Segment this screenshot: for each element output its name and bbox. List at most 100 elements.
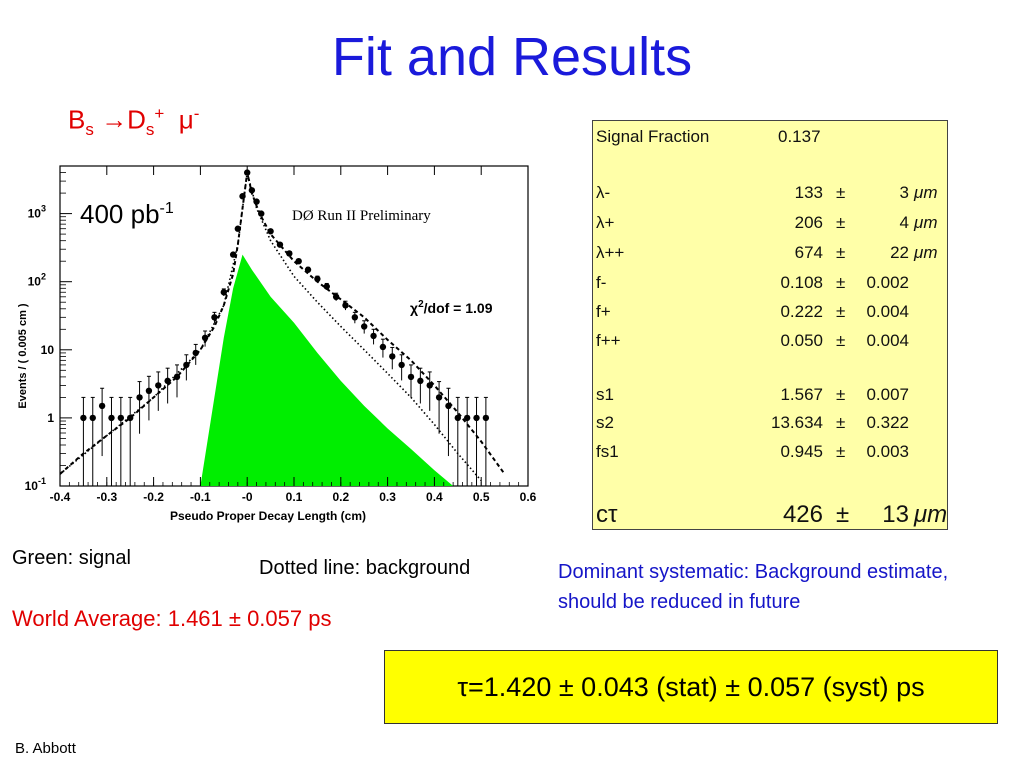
x-tick-label: 0.2 xyxy=(332,490,349,504)
data-point xyxy=(211,314,218,321)
x-tick-label: 0.5 xyxy=(473,490,490,504)
data-point xyxy=(370,332,377,340)
data-point xyxy=(351,314,359,321)
decay-mu: μ xyxy=(178,104,194,135)
data-point xyxy=(192,349,199,357)
fit-param-value: 1.567 xyxy=(780,385,823,404)
data-point xyxy=(435,394,443,401)
fit-param-name: f++ xyxy=(596,331,621,350)
data-point xyxy=(136,394,143,401)
fit-param-error: 0.322 xyxy=(866,413,909,432)
data-point xyxy=(220,289,227,296)
lumi-annotation: 400 pb-1 xyxy=(80,199,174,229)
data-points-layer xyxy=(80,169,490,486)
fit-param-row: λ+ 206 ±4 μm xyxy=(593,213,947,237)
data-point xyxy=(332,293,340,301)
fit-param-name: λ- xyxy=(596,183,611,202)
data-point xyxy=(253,198,260,205)
fit-param-name: s1 xyxy=(596,385,614,404)
data-point xyxy=(183,361,190,369)
fit-param-unit: μm xyxy=(914,243,938,262)
fit-param-error: 0.002 xyxy=(866,273,909,292)
fit-param-value: 13.634 xyxy=(771,413,823,432)
experiment-label: DØ Run II Preliminary xyxy=(292,208,431,224)
data-point xyxy=(454,414,461,422)
data-point xyxy=(417,377,424,385)
data-point xyxy=(145,387,153,395)
dotted-background-note: Dotted line: background xyxy=(259,557,471,579)
data-point xyxy=(361,323,368,330)
fit-param-value: 0.222 xyxy=(780,302,823,321)
green-signal-note: Green: signal xyxy=(12,547,131,569)
fit-param-name: f+ xyxy=(596,302,611,321)
decay-channel-label: Bs →Ds+ μ- xyxy=(68,104,199,140)
fit-param-plusminus: ± xyxy=(836,243,846,262)
data-point xyxy=(398,361,405,369)
fit-param-unit: μm xyxy=(914,501,948,528)
fit-param-name: λ+ xyxy=(596,213,615,232)
fit-param-value: 674 xyxy=(794,243,823,262)
fit-param-plusminus: ± xyxy=(836,302,846,321)
fit-param-row: λ- 133 ±3 μm xyxy=(593,183,947,207)
data-point xyxy=(229,251,237,258)
fit-param-row: s1 1.567 ±0.007 xyxy=(593,385,947,409)
data-point xyxy=(379,343,387,351)
y-tick-label: 1 xyxy=(47,411,54,425)
fit-param-row: cτ 426 ±13 μm xyxy=(593,501,947,528)
x-tick-label: -0.1 xyxy=(190,490,211,504)
data-point xyxy=(117,414,125,422)
fit-param-row: s2 13.634 ±0.322 xyxy=(593,413,947,437)
data-point xyxy=(276,241,284,248)
fit-param-name: s2 xyxy=(596,413,614,432)
signal-layer xyxy=(200,254,454,486)
data-point xyxy=(295,257,302,265)
fit-param-name: fs1 xyxy=(596,442,619,461)
decay-arrow-d: →D xyxy=(101,104,146,135)
chi2-label: χ2/dof = 1.09 xyxy=(410,299,493,316)
fit-param-row: fs1 0.945 ±0.003 xyxy=(593,442,947,466)
data-point xyxy=(473,414,480,422)
fit-param-plusminus: ± xyxy=(836,442,846,461)
decay-mu-sup: - xyxy=(193,104,200,123)
fit-param-value: 0.108 xyxy=(780,273,823,292)
data-point xyxy=(234,225,242,232)
slide-title: Fit and Results xyxy=(331,27,693,87)
data-point xyxy=(463,414,471,422)
author: B. Abbott xyxy=(15,740,76,757)
fit-param-row: f- 0.108 ±0.002 xyxy=(593,273,947,297)
fit-param-value: 133 xyxy=(794,183,823,202)
fit-param-plusminus: ± xyxy=(836,385,846,404)
x-tick-label: 0.6 xyxy=(520,490,537,504)
decay-b: B xyxy=(68,104,86,135)
systematic-note: Dominant systematic: Background estimate… xyxy=(558,561,949,613)
fit-param-error: 3 xyxy=(899,183,909,202)
data-point xyxy=(342,302,349,309)
fit-param-row: f++ 0.050 ±0.004 xyxy=(593,331,947,355)
fit-param-error: 0.003 xyxy=(866,442,909,461)
signal-area xyxy=(200,254,454,486)
data-point xyxy=(258,210,265,217)
y-tick-label: 103 xyxy=(28,204,46,221)
fit-param-plusminus: ± xyxy=(836,413,846,432)
fit-param-value: 0.945 xyxy=(780,442,823,461)
data-point xyxy=(389,353,396,360)
data-point xyxy=(407,373,415,381)
y-axis-label: Events / ( 0.005 cm ) xyxy=(17,303,29,408)
data-point xyxy=(323,283,330,290)
fit-param-row: Signal Fraction 0.137 xyxy=(593,127,947,151)
data-point xyxy=(286,250,293,257)
fit-param-value: 0.137 xyxy=(778,127,821,146)
data-point xyxy=(164,377,171,385)
world-average: World Average: 1.461 ± 0.057 ps xyxy=(12,606,332,631)
fit-param-plusminus: ± xyxy=(836,183,846,202)
lifetime-result-box: τ=1.420 ± 0.043 (stat) ± 0.057 (syst) ps xyxy=(384,650,998,724)
data-point xyxy=(155,382,162,389)
y-tick-label: 10-1 xyxy=(25,476,46,493)
x-tick-label: -0.3 xyxy=(96,490,117,504)
fit-param-plusminus: ± xyxy=(836,273,846,292)
fit-param-name: Signal Fraction xyxy=(596,127,710,146)
data-point xyxy=(201,334,209,342)
data-point xyxy=(98,402,106,410)
fit-param-row: f+ 0.222 ±0.004 xyxy=(593,302,947,326)
data-point xyxy=(445,402,452,410)
